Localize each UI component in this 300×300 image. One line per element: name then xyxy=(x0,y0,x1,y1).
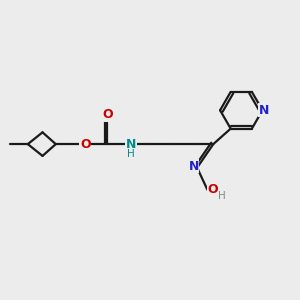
Text: H: H xyxy=(127,148,135,158)
Text: O: O xyxy=(80,138,91,151)
Text: N: N xyxy=(126,138,136,151)
Text: O: O xyxy=(102,108,112,121)
Text: H: H xyxy=(218,191,226,201)
Text: O: O xyxy=(207,183,218,196)
Text: N: N xyxy=(259,104,269,117)
Text: N: N xyxy=(188,160,199,173)
